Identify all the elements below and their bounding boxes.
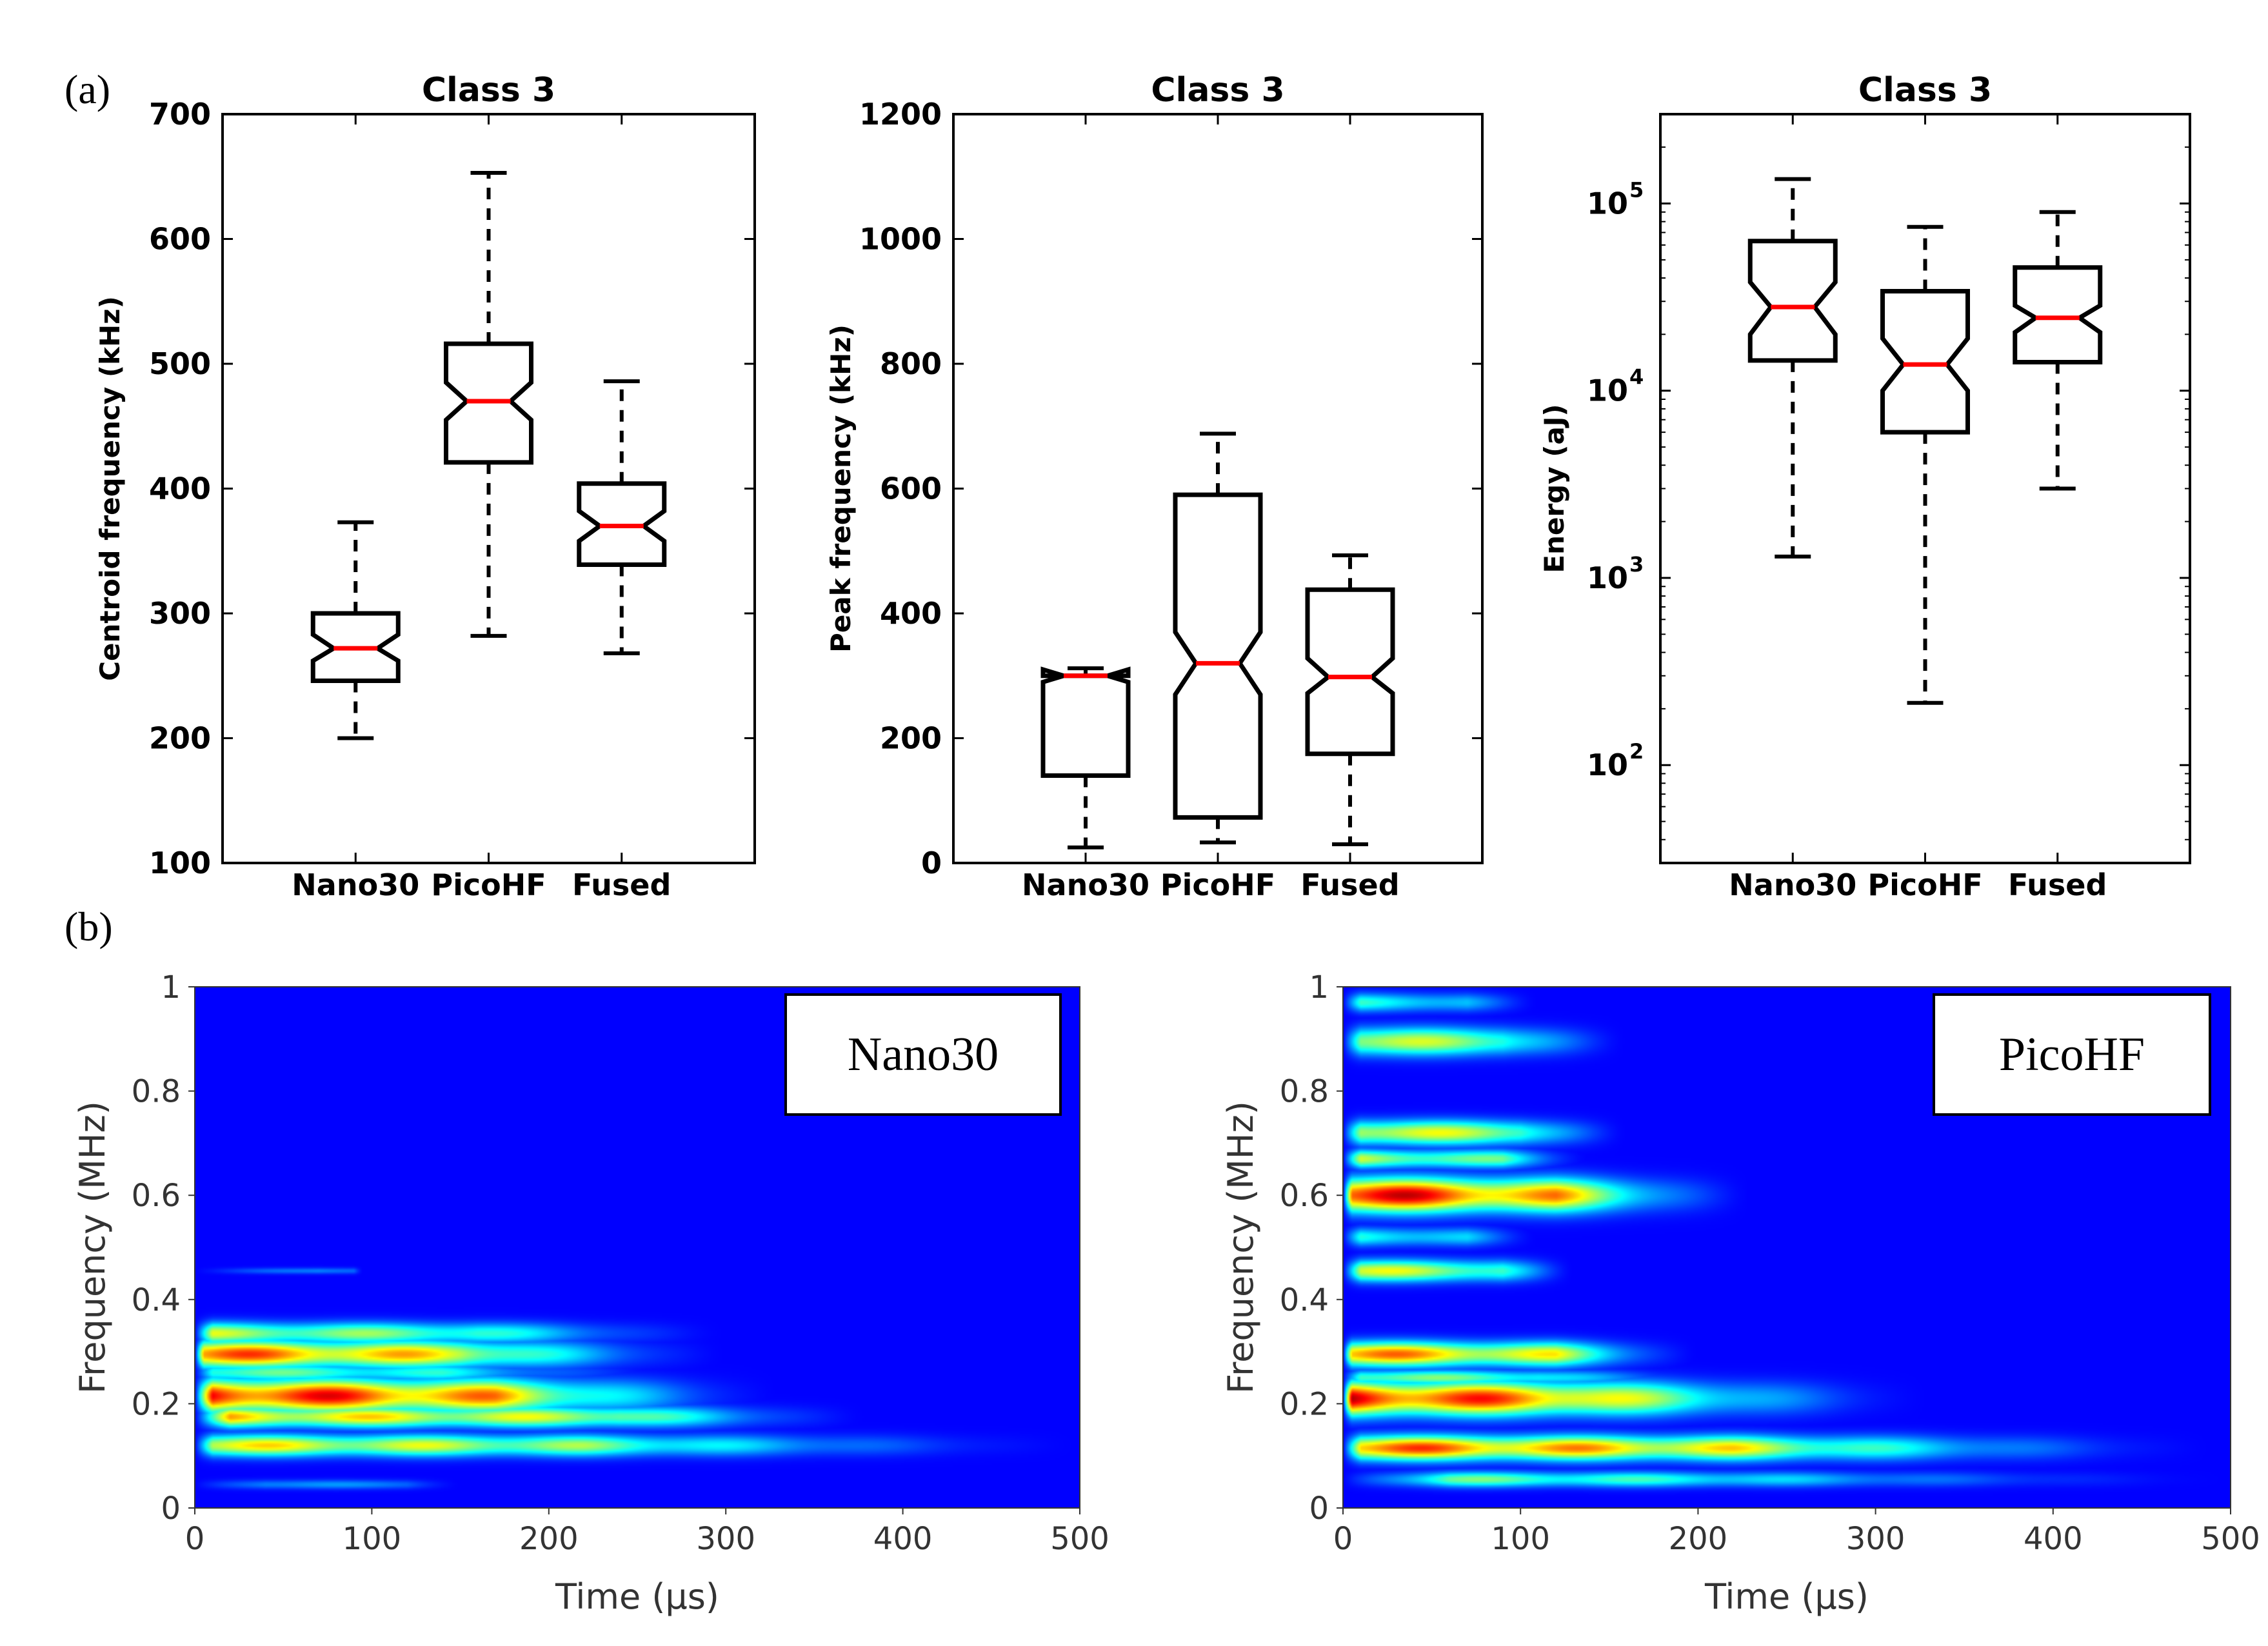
y-tick-label: 200 [880, 721, 942, 756]
notched-box [1880, 288, 1970, 435]
chart-title: Class 3 [1151, 71, 1284, 110]
y-tick-exponent: 3 [1629, 552, 1644, 577]
y-tick-label: 0 [1309, 1491, 1329, 1527]
y-tick-label: 200 [149, 721, 211, 756]
notched-box [1040, 666, 1131, 778]
y-tick-label: 0 [161, 1491, 181, 1527]
spectrogram-frame [1342, 986, 2231, 1509]
x-tick-label: Fused [572, 868, 671, 902]
y-tick-exponent: 2 [1629, 739, 1644, 764]
x-tick-label: 0 [185, 1521, 205, 1557]
x-tick-label: 300 [696, 1521, 755, 1557]
x-tick-label: 500 [2201, 1521, 2260, 1557]
y-axis-label: Peak frequency (kHz) [825, 324, 857, 653]
x-tick-label: Fused [1300, 868, 1399, 902]
x-tick-label: Fused [2008, 868, 2107, 902]
y-tick-label: 10 [1587, 186, 1628, 221]
y-tick-label: 500 [149, 346, 211, 381]
x-tick-label: 200 [519, 1521, 579, 1557]
x-tick-label: PicoHF [431, 868, 546, 902]
y-tick-label: 1 [1309, 969, 1329, 1006]
y-tick-label: 800 [880, 346, 942, 381]
y-axis-label: Centroid frequency (kHz) [94, 296, 126, 681]
y-tick-label: 300 [149, 596, 211, 631]
y-tick-label: 600 [880, 471, 942, 506]
spectrogram-frame [194, 986, 1080, 1509]
y-axis-label: Frequency (MHz) [72, 1101, 113, 1394]
x-tick-label: PicoHF [1160, 868, 1275, 902]
y-tick-label: 10 [1587, 748, 1628, 782]
x-axis-label: Time (μs) [555, 1576, 719, 1617]
y-tick-label: 0.4 [1280, 1282, 1329, 1318]
panel-label-a: (a) [65, 66, 111, 112]
chart-title: Class 3 [422, 71, 555, 110]
y-tick-label: 1 [161, 969, 181, 1006]
x-tick-label: Nano30 [292, 868, 419, 902]
panel-label-b: (b) [65, 904, 113, 949]
y-tick-label: 0.8 [132, 1074, 181, 1110]
notched-box [1747, 239, 1838, 363]
y-tick-label: 1200 [859, 97, 942, 132]
picohf-label-box: PicoHF [1933, 993, 2211, 1116]
nano30-label-box: Nano30 [784, 993, 1062, 1116]
x-tick-label: 500 [1050, 1521, 1109, 1557]
x-tick-label: 0 [1333, 1521, 1353, 1557]
y-tick-label: 400 [149, 471, 211, 506]
notched-box [2013, 265, 2103, 365]
x-tick-label: 100 [1491, 1521, 1550, 1557]
x-tick-label: 100 [343, 1521, 402, 1557]
y-tick-label: 10 [1587, 560, 1628, 595]
y-tick-label: 10 [1587, 373, 1628, 408]
y-tick-label: 0.6 [132, 1178, 181, 1214]
chart-title: Class 3 [1858, 71, 1992, 110]
x-tick-label: Nano30 [1729, 868, 1856, 902]
y-tick-label: 100 [149, 846, 211, 880]
y-tick-label: 700 [149, 97, 211, 132]
x-tick-label: 300 [1846, 1521, 1905, 1557]
x-axis-label: Time (μs) [1704, 1576, 1869, 1617]
y-tick-exponent: 4 [1629, 365, 1644, 390]
y-tick-label: 0.8 [1280, 1074, 1329, 1110]
x-tick-label: 400 [2024, 1521, 2083, 1557]
notched-box [1305, 587, 1395, 757]
y-axis-label: Energy (aJ) [1538, 404, 1570, 573]
notched-box [1173, 492, 1263, 820]
y-axis-label: Frequency (MHz) [1220, 1101, 1261, 1394]
y-tick-label: 600 [149, 222, 211, 257]
y-tick-exponent: 5 [1629, 177, 1644, 202]
y-tick-label: 0.4 [132, 1282, 181, 1318]
y-tick-label: 400 [880, 596, 942, 631]
y-tick-label: 0 [921, 846, 942, 880]
y-tick-label: 0.2 [132, 1386, 181, 1422]
x-tick-label: PicoHF [1867, 868, 1982, 902]
x-tick-label: 200 [1669, 1521, 1728, 1557]
y-tick-label: 0.2 [1280, 1386, 1329, 1422]
y-tick-label: 1000 [859, 222, 942, 257]
x-tick-label: 400 [873, 1521, 933, 1557]
y-tick-label: 0.6 [1280, 1178, 1329, 1214]
x-tick-label: Nano30 [1022, 868, 1149, 902]
